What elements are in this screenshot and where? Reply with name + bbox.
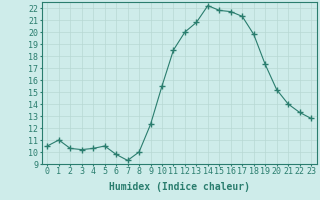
X-axis label: Humidex (Indice chaleur): Humidex (Indice chaleur) (109, 182, 250, 192)
